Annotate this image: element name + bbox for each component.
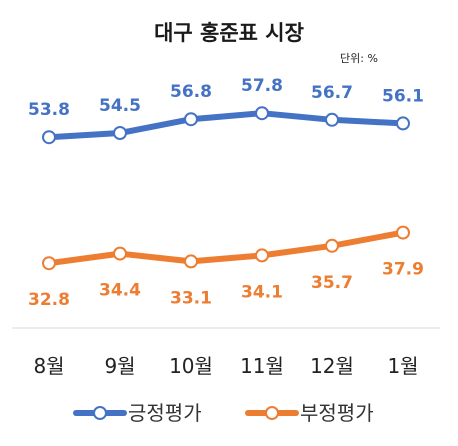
x-tick-layer: 8월 9월 10월 11월 12월 1월: [33, 354, 418, 378]
data-point: [396, 116, 410, 131]
legend-label: 긍정평가: [128, 401, 202, 425]
data-point: [113, 126, 127, 140]
x-tick-label: 1월: [387, 354, 418, 378]
data-point: [325, 238, 339, 253]
x-tick-label: 11월: [240, 354, 284, 378]
legend-label: 부정평가: [300, 401, 374, 425]
series-line-0: [46, 110, 406, 141]
data-label: 33.1: [170, 288, 212, 308]
data-label: 34.4: [99, 281, 141, 301]
data-point: [255, 248, 269, 263]
data-label: 56.1: [382, 86, 424, 106]
data-point: [113, 246, 127, 261]
data-point: [184, 112, 198, 127]
data-label: 54.5: [99, 96, 141, 116]
x-tick-label: 10월: [169, 354, 213, 378]
data-point: [42, 256, 56, 271]
data-label: 53.8: [28, 100, 70, 120]
legend-marker: [265, 406, 279, 420]
x-tick-label: 12월: [310, 354, 354, 378]
unit-label: 단위: %: [340, 52, 378, 65]
x-tick-label: 9월: [104, 354, 135, 378]
series-line-1: [46, 229, 406, 267]
data-point: [255, 106, 269, 121]
x-tick-label: 8월: [33, 354, 64, 378]
data-label-layer: 53.8 54.5 56.8 57.8 56.7 56.1 32.8 34.4 33.1 34.1…: [28, 76, 424, 310]
data-point: [396, 225, 410, 240]
data-point: [325, 112, 339, 127]
data-label: 34.1: [241, 282, 283, 302]
legend: 긍정평가 부정평가: [73, 401, 374, 425]
data-point: [184, 254, 198, 269]
data-label: 32.8: [28, 290, 70, 310]
data-label: 57.8: [241, 76, 283, 96]
data-label: 56.7: [311, 83, 353, 103]
chart-title: 대구 홍준표 시장: [154, 21, 304, 45]
data-point: [42, 130, 56, 145]
data-label: 56.8: [170, 82, 212, 102]
data-label: 37.9: [382, 260, 424, 280]
legend-marker: [93, 406, 107, 420]
data-label: 35.7: [311, 273, 353, 293]
series-layer: [42, 106, 410, 271]
